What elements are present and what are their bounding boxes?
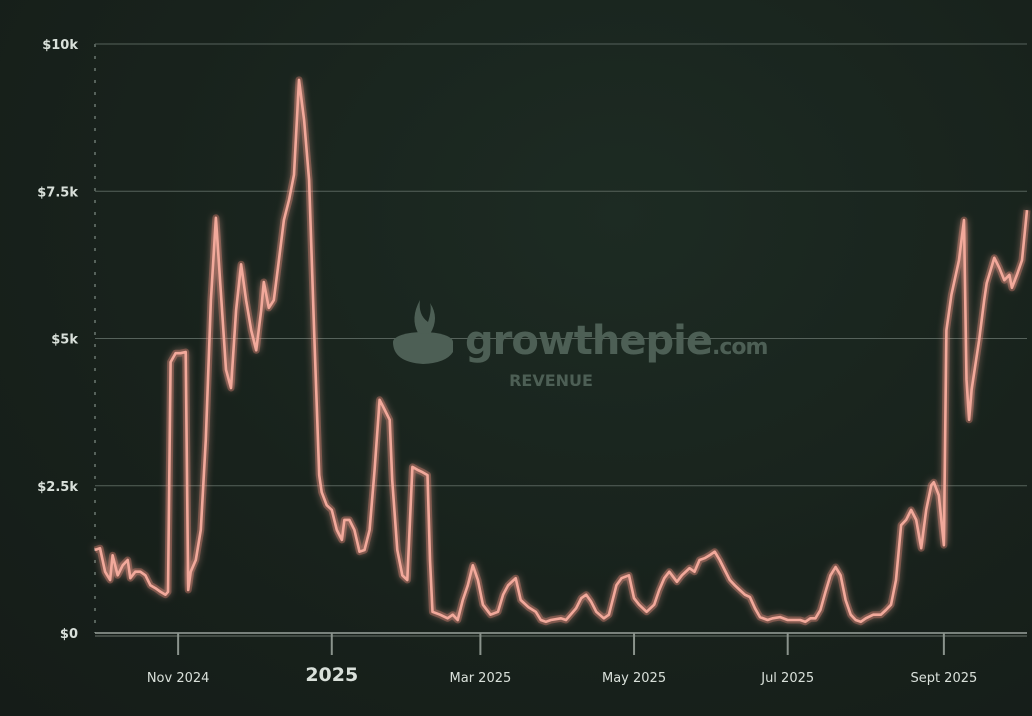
y-tick-label: $2.5k — [37, 480, 78, 495]
x-axis-ticks: Nov 2024 2025 Mar 2025 May 2025 Jul 2025 Sept… — [147, 633, 977, 686]
y-axis-labels: $0 $2.5k $5k $7.5k $10k — [37, 38, 78, 642]
x-tick-label: Jul 2025 — [760, 671, 814, 686]
y-tick-label: $0 — [60, 627, 78, 642]
x-tick-label: Mar 2025 — [450, 671, 512, 686]
watermark: growthepie.com REVENUE — [393, 300, 769, 390]
y-tick-label: $7.5k — [37, 185, 78, 200]
y-tick-label: $10k — [42, 38, 78, 53]
gridlines — [95, 43, 1027, 487]
x-tick-label: Nov 2024 — [147, 671, 210, 686]
watermark-metric: REVENUE — [509, 371, 593, 390]
x-tick-label: May 2025 — [602, 671, 666, 686]
watermark-brand: growthepie — [465, 318, 712, 364]
svg-text:growthepie.com: growthepie.com — [465, 318, 768, 364]
x-tick-label: 2025 — [305, 664, 358, 686]
y-tick-label: $5k — [51, 333, 78, 348]
watermark-suffix: .com — [712, 335, 768, 360]
growthepie-logo-icon — [393, 300, 453, 364]
x-tick-label: Sept 2025 — [910, 671, 977, 686]
revenue-line — [94, 78, 1029, 624]
